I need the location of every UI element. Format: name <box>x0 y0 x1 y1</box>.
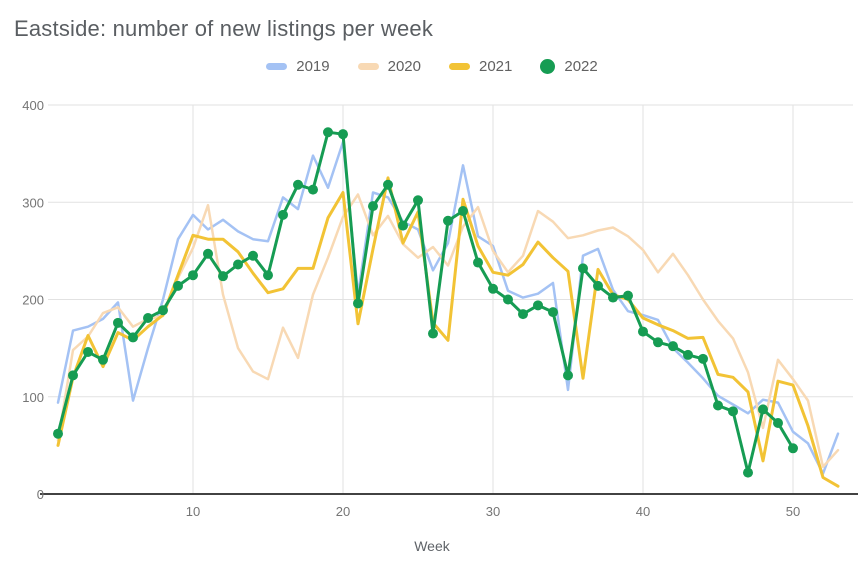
data-point-2022-week-29[interactable] <box>473 257 483 268</box>
data-point-2022-week-25[interactable] <box>413 195 423 206</box>
data-point-2022-week-36[interactable] <box>578 263 588 274</box>
data-point-2022-week-16[interactable] <box>278 209 288 220</box>
y-tick-label: 400 <box>22 98 44 113</box>
data-point-2022-week-1[interactable] <box>53 428 63 439</box>
series-line-2019[interactable] <box>56 140 840 475</box>
chart-title: Eastside: number of new listings per wee… <box>14 16 434 41</box>
legend-label-2019: 2019 <box>296 58 330 75</box>
legend-swatch-2022-circle-icon <box>540 59 556 74</box>
data-point-2022-week-8[interactable] <box>158 305 168 316</box>
legend-item-2022[interactable]: 2022 <box>540 58 598 75</box>
y-tick-label: 100 <box>22 390 44 405</box>
series-line-2022[interactable] <box>56 130 795 475</box>
data-point-2022-week-41[interactable] <box>653 337 663 348</box>
data-point-2022-week-3[interactable] <box>83 347 93 358</box>
data-point-2022-week-11[interactable] <box>203 248 213 259</box>
x-tick-label: 40 <box>636 504 650 519</box>
data-point-2022-week-44[interactable] <box>698 353 708 364</box>
data-point-2022-week-6[interactable] <box>128 332 138 343</box>
y-tick-label: 0 <box>37 487 44 502</box>
data-point-2022-week-4[interactable] <box>98 354 108 365</box>
data-point-2022-week-28[interactable] <box>458 206 468 217</box>
data-point-2022-week-37[interactable] <box>593 280 603 291</box>
data-point-2022-week-19[interactable] <box>323 127 333 138</box>
data-point-2022-week-27[interactable] <box>443 215 453 226</box>
legend-swatch-2020-pill-icon <box>357 63 379 70</box>
data-point-2022-week-12[interactable] <box>218 271 228 282</box>
data-point-2022-week-40[interactable] <box>638 326 648 337</box>
data-point-2022-week-38[interactable] <box>608 292 618 303</box>
data-point-2022-week-31[interactable] <box>503 294 513 305</box>
data-point-2022-week-39[interactable] <box>623 290 633 301</box>
data-point-2022-week-7[interactable] <box>143 312 153 323</box>
data-point-2022-week-22[interactable] <box>368 201 378 212</box>
legend-swatch-2019-pill-icon <box>266 63 288 70</box>
data-point-2022-week-10[interactable] <box>188 270 198 281</box>
data-point-2022-week-43[interactable] <box>683 349 693 360</box>
data-point-2022-week-47[interactable] <box>743 467 753 478</box>
legend-item-2019[interactable]: 2019 <box>266 58 330 75</box>
data-point-2022-week-46[interactable] <box>728 406 738 417</box>
y-tick-label: 200 <box>22 293 44 308</box>
legend-label-2021: 2021 <box>479 58 513 75</box>
legend-item-2021[interactable]: 2021 <box>449 58 512 75</box>
legend-swatch-2021-pill-icon <box>449 63 470 70</box>
data-point-2022-week-48[interactable] <box>758 404 768 415</box>
x-tick-label: 10 <box>186 504 200 519</box>
data-point-2022-week-49[interactable] <box>773 418 783 429</box>
data-point-2022-week-35[interactable] <box>563 370 573 381</box>
data-point-2022-week-33[interactable] <box>533 300 543 311</box>
y-tick-label: 300 <box>22 195 44 210</box>
legend-label-2020: 2020 <box>387 58 421 75</box>
x-tick-label: 50 <box>786 504 800 519</box>
data-point-2022-week-2[interactable] <box>68 370 78 381</box>
data-point-2022-week-9[interactable] <box>173 280 183 291</box>
data-point-2022-week-14[interactable] <box>248 250 258 261</box>
data-point-2022-week-50[interactable] <box>788 443 798 454</box>
series-line-2020[interactable] <box>56 193 840 469</box>
data-point-2022-week-45[interactable] <box>713 400 723 411</box>
data-point-2022-week-24[interactable] <box>398 220 408 231</box>
data-point-2022-week-26[interactable] <box>428 328 438 339</box>
data-point-2022-week-5[interactable] <box>113 317 123 328</box>
data-point-2022-week-23[interactable] <box>383 179 393 190</box>
data-point-2022-week-42[interactable] <box>668 341 678 352</box>
data-point-2022-week-17[interactable] <box>293 179 303 190</box>
x-tick-label: 20 <box>336 504 350 519</box>
data-point-2022-week-20[interactable] <box>338 129 348 140</box>
series-line-2021[interactable] <box>56 176 840 488</box>
data-point-2022-week-34[interactable] <box>548 307 558 318</box>
data-point-2022-week-30[interactable] <box>488 283 498 294</box>
data-point-2022-week-21[interactable] <box>353 298 363 309</box>
x-tick-label: 30 <box>486 504 500 519</box>
legend-label-2022: 2022 <box>564 58 598 75</box>
chart-legend: 2019 2020 2021 2022 <box>0 58 864 75</box>
x-axis-title: Week <box>414 538 450 554</box>
data-point-2022-week-32[interactable] <box>518 309 528 320</box>
data-point-2022-week-18[interactable] <box>308 184 318 195</box>
legend-item-2020[interactable]: 2020 <box>357 58 421 75</box>
data-point-2022-week-15[interactable] <box>263 270 273 281</box>
data-point-2022-week-13[interactable] <box>233 259 243 270</box>
